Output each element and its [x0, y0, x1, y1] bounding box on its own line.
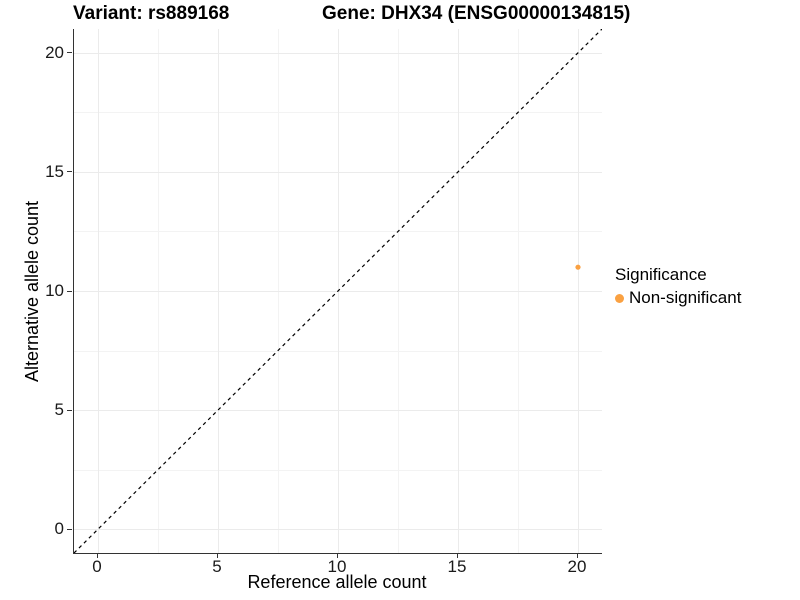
y-tick-mark [67, 171, 72, 173]
plot-title-variant: Variant: rs889168 [73, 3, 230, 24]
x-tick-label: 0 [92, 557, 102, 576]
legend-marker-circle [615, 293, 624, 303]
x-axis-title: Reference allele count [247, 572, 427, 592]
y-tick-mark [67, 52, 72, 54]
y-axis-title: Alternative allele count [22, 200, 43, 382]
legend-title: Significance [615, 265, 707, 284]
plot-geoms [74, 29, 602, 553]
legend-entry-label: Non-significant [629, 288, 742, 307]
y-tick-mark [67, 290, 72, 292]
y-major-gridline [74, 410, 602, 412]
x-tick-mark [216, 553, 218, 558]
x-tick-mark [576, 553, 578, 558]
plot-panel [73, 29, 602, 554]
y-major-gridline [74, 171, 602, 173]
identity-dashed-line [74, 29, 602, 553]
x-tick-mark [96, 553, 98, 558]
y-tick-mark [67, 528, 72, 530]
y-major-gridline [74, 529, 602, 531]
y-tick-label: 5 [54, 400, 64, 420]
plot-title-gene: Gene: DHX34 (ENSG00000134815) [322, 3, 631, 24]
x-tick-label: 5 [212, 557, 222, 576]
x-tick-label: 10 [327, 557, 347, 576]
legend: Significance Non-significant [615, 265, 741, 308]
x-tick-label: 15 [447, 557, 467, 576]
y-tick-label: 15 [45, 161, 64, 181]
x-tick-label: 20 [567, 557, 587, 576]
y-major-gridline [74, 52, 602, 54]
y-tick-label: 0 [54, 519, 64, 539]
x-tick-mark [336, 553, 338, 558]
data-point [575, 264, 581, 270]
y-tick-mark [67, 409, 72, 411]
legend-entry: Non-significant [615, 288, 741, 308]
y-tick-label: 20 [45, 42, 64, 62]
x-tick-mark [456, 553, 458, 558]
y-tick-label: 10 [45, 281, 64, 300]
